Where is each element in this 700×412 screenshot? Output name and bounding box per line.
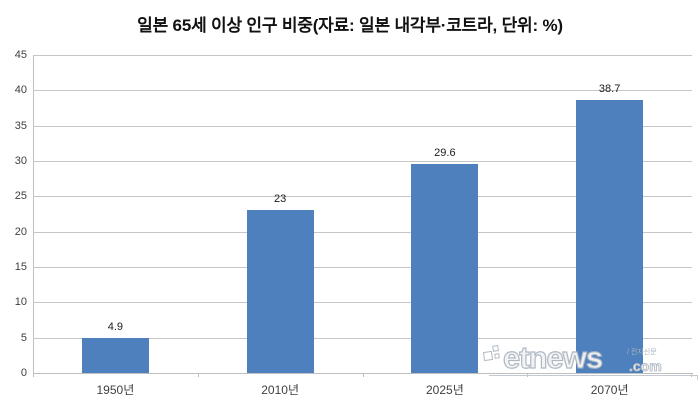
y-axis-line <box>33 55 34 374</box>
bar-2070년 <box>576 99 644 373</box>
etnews-watermark-underline-cap <box>697 375 698 380</box>
gridline-y-30 <box>33 161 692 162</box>
y-tick-label-45: 45 <box>14 49 27 61</box>
gridline-y-45 <box>33 55 692 56</box>
bar-value-label: 29.6 <box>434 146 456 159</box>
y-tick-label-40: 40 <box>14 84 27 97</box>
y-tick-label-15: 15 <box>14 261 27 273</box>
x-category-label: 1950년 <box>96 383 135 397</box>
plot-area: 4.9 1950년 23 2010년 29.6 2025년 38.7 2070년 <box>33 55 692 397</box>
gridline-y-25 <box>33 196 692 198</box>
y-tick-label-30: 30 <box>14 155 27 167</box>
x-category-label: 2070년 <box>590 383 629 397</box>
gridline-y-10 <box>33 302 692 304</box>
y-tick-label-5: 5 <box>20 331 27 344</box>
chart-title: 일본 65세 이상 인구 비중(자료: 일본 내각부·코트라, 단위: %) <box>137 16 563 35</box>
bar-value-label: 4.9 <box>107 321 124 334</box>
etnews-logo-text: etnews <box>502 340 603 375</box>
y-tick-label-35: 35 <box>14 119 27 132</box>
etnews-logo-com: .com <box>629 358 662 375</box>
bar-2010년 <box>246 210 314 373</box>
y-tick-label-10: 10 <box>14 296 27 309</box>
gridline-y-5 <box>33 337 692 339</box>
x-category-label: 2010년 <box>261 383 299 397</box>
etnews-watermark-underline <box>489 375 698 376</box>
y-tick-label-25: 25 <box>14 190 27 203</box>
bar-value-label: 23 <box>274 193 287 206</box>
gridline-y-20 <box>33 231 692 233</box>
gridline-y-35 <box>33 125 692 127</box>
etnews-logo-icon <box>482 343 503 370</box>
x-axis-tick <box>198 373 199 377</box>
gridline-y-15 <box>33 267 692 268</box>
y-tick-label-0: 0 <box>20 367 27 379</box>
bar-value-label: 38.7 <box>598 82 621 95</box>
etnews-watermark: etnews .com / 전자신문 <box>482 340 700 381</box>
gridline-y-40 <box>33 90 692 92</box>
x-category-label: 2025년 <box>426 383 464 397</box>
bar-1950년 <box>81 338 149 373</box>
bar-2025년 <box>411 163 479 373</box>
x-axis-tick <box>33 373 34 377</box>
x-axis-tick <box>363 373 364 377</box>
etnews-logo-tagline: / 전자신문 <box>627 349 657 356</box>
y-tick-label-20: 20 <box>14 225 27 238</box>
